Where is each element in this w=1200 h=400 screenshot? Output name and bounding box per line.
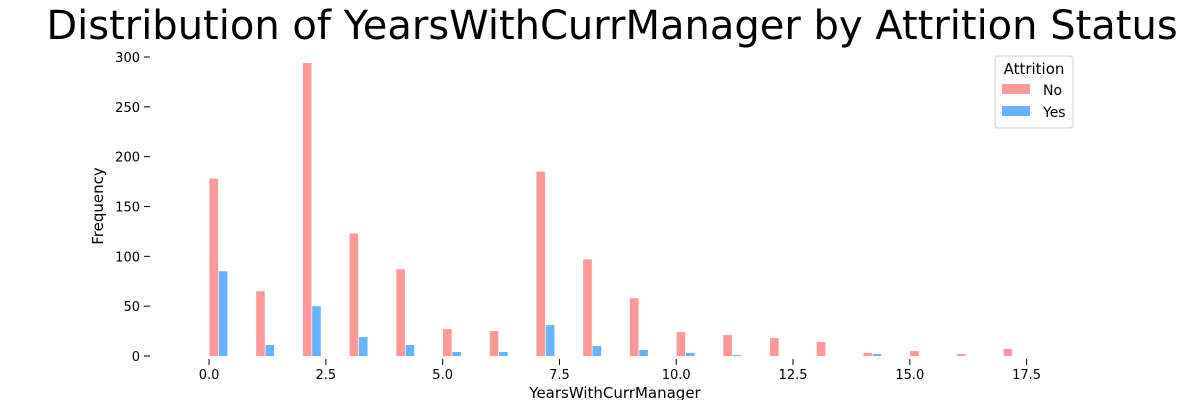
y-tick-label: 150 xyxy=(115,201,140,216)
bar-yes-2 xyxy=(312,306,321,356)
bar-no-5 xyxy=(443,329,452,356)
x-tick-label: 15.0 xyxy=(895,368,924,383)
x-axis-label: YearsWithCurrManager xyxy=(528,384,701,400)
bar-no-11 xyxy=(723,335,732,356)
x-tick-label: 12.5 xyxy=(779,368,808,383)
bar-no-16 xyxy=(956,354,966,356)
bar-no-3 xyxy=(349,233,359,356)
x-tick-label: 7.5 xyxy=(549,368,570,383)
bar-no-13 xyxy=(816,342,826,356)
legend-title: Attrition xyxy=(1004,60,1065,78)
y-axis-label: Frequency xyxy=(89,167,107,245)
legend-swatch-no xyxy=(1002,84,1030,94)
chart-title: Distribution of YearsWithCurrManager by … xyxy=(46,3,1177,49)
bars-group xyxy=(209,62,1013,356)
x-tick-label: 5.0 xyxy=(432,368,453,383)
bar-yes-0 xyxy=(218,271,228,356)
y-axis: 0 50 100 150 200 250 300 xyxy=(115,51,150,365)
y-tick-label: 0 xyxy=(132,350,140,365)
bar-yes-3 xyxy=(358,337,368,356)
bar-yes-6 xyxy=(499,352,508,356)
bar-no-17 xyxy=(1003,349,1013,356)
legend-swatch-yes xyxy=(1002,106,1030,116)
bar-yes-5 xyxy=(452,352,461,356)
bar-yes-10 xyxy=(685,353,695,356)
bar-yes-9 xyxy=(639,350,648,356)
bar-no-15 xyxy=(910,351,919,356)
x-tick-label: 2.5 xyxy=(316,368,337,383)
x-tick-label: 0.0 xyxy=(199,368,220,383)
y-tick-label: 200 xyxy=(115,151,140,166)
y-tick-label: 300 xyxy=(115,51,140,66)
bar-no-12 xyxy=(770,338,779,356)
bar-no-7 xyxy=(536,171,546,356)
y-tick-label: 250 xyxy=(115,101,140,116)
x-tick-label: 17.5 xyxy=(1012,368,1041,383)
legend-label-yes: Yes xyxy=(1042,105,1066,121)
bar-yes-1 xyxy=(265,345,275,356)
bar-no-0 xyxy=(209,178,219,356)
bar-no-6 xyxy=(489,331,499,356)
bar-no-9 xyxy=(629,298,639,356)
y-tick-label: 50 xyxy=(123,300,140,315)
x-axis: 0.0 2.5 5.0 7.5 10.0 12.5 15.0 17.5 xyxy=(199,359,1041,383)
bar-no-2 xyxy=(302,62,312,356)
bar-yes-4 xyxy=(405,345,415,356)
bar-no-14 xyxy=(863,353,873,356)
legend: Attrition No Yes xyxy=(994,55,1074,129)
bar-yes-7 xyxy=(545,325,555,356)
y-tick-label: 100 xyxy=(115,250,140,265)
bar-no-1 xyxy=(256,291,265,356)
legend-label-no: No xyxy=(1043,83,1062,99)
bar-no-10 xyxy=(676,332,686,356)
bar-yes-11 xyxy=(732,355,742,356)
x-tick-label: 10.0 xyxy=(662,368,691,383)
bar-yes-14 xyxy=(872,354,882,356)
bar-no-4 xyxy=(396,269,405,356)
bar-yes-8 xyxy=(592,346,602,356)
bar-no-8 xyxy=(583,259,592,356)
